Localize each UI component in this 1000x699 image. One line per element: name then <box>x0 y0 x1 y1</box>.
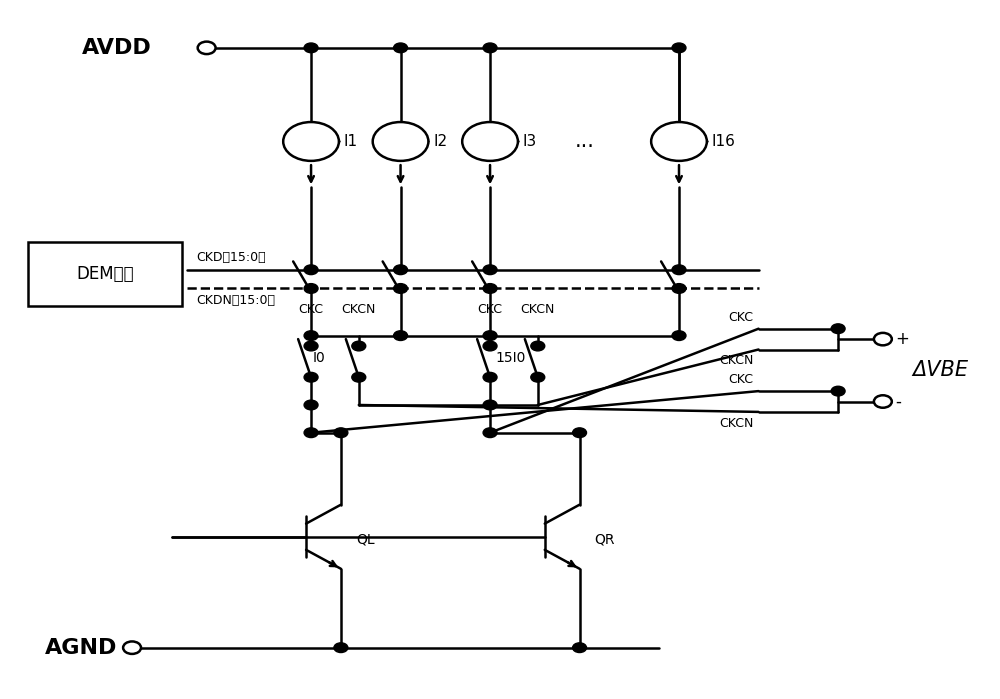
Circle shape <box>394 43 408 52</box>
Circle shape <box>352 341 366 351</box>
Circle shape <box>304 400 318 410</box>
Circle shape <box>831 387 845 396</box>
Text: CKC: CKC <box>729 311 754 324</box>
Text: AGND: AGND <box>45 637 117 658</box>
Circle shape <box>672 265 686 275</box>
Text: QL: QL <box>356 533 374 547</box>
Circle shape <box>483 428 497 438</box>
Circle shape <box>573 428 587 438</box>
Text: QR: QR <box>594 533 615 547</box>
Circle shape <box>304 265 318 275</box>
Text: I1: I1 <box>344 134 358 149</box>
Text: CKD＜15:0＞: CKD＜15:0＞ <box>197 251 266 264</box>
Circle shape <box>531 341 545 351</box>
Text: ...: ... <box>575 131 594 152</box>
Text: CKCN: CKCN <box>719 417 754 430</box>
Text: ΔVBE: ΔVBE <box>913 360 969 380</box>
Text: 15I0: 15I0 <box>495 351 525 365</box>
Circle shape <box>352 373 366 382</box>
Text: CKCN: CKCN <box>521 303 555 316</box>
Text: AVDD: AVDD <box>82 38 152 58</box>
Circle shape <box>304 43 318 52</box>
Circle shape <box>394 265 408 275</box>
Circle shape <box>304 284 318 294</box>
Circle shape <box>483 341 497 351</box>
Circle shape <box>651 122 707 161</box>
Text: +: + <box>895 330 909 348</box>
Circle shape <box>831 324 845 333</box>
Circle shape <box>874 333 892 345</box>
Text: DEM控制: DEM控制 <box>76 265 134 283</box>
Text: CKCN: CKCN <box>719 354 754 368</box>
Circle shape <box>483 284 497 294</box>
Text: CKCN: CKCN <box>342 303 376 316</box>
Circle shape <box>334 428 348 438</box>
Bar <box>28 242 182 306</box>
Text: CKC: CKC <box>299 303 324 316</box>
Circle shape <box>672 331 686 340</box>
Circle shape <box>573 643 587 653</box>
Circle shape <box>394 284 408 294</box>
Circle shape <box>304 341 318 351</box>
Text: I3: I3 <box>523 134 537 149</box>
Circle shape <box>373 122 428 161</box>
Text: I0: I0 <box>313 351 326 365</box>
Text: CKC: CKC <box>729 373 754 387</box>
Circle shape <box>483 265 497 275</box>
Text: CKDN＜15:0＞: CKDN＜15:0＞ <box>197 294 276 307</box>
Text: I2: I2 <box>433 134 447 149</box>
Text: CKC: CKC <box>478 303 503 316</box>
Circle shape <box>123 642 141 654</box>
Circle shape <box>304 373 318 382</box>
Circle shape <box>283 122 339 161</box>
Circle shape <box>394 331 408 340</box>
Text: I16: I16 <box>712 134 736 149</box>
Circle shape <box>483 373 497 382</box>
Circle shape <box>198 42 216 54</box>
Circle shape <box>334 643 348 653</box>
Circle shape <box>304 428 318 438</box>
Circle shape <box>462 122 518 161</box>
Circle shape <box>483 400 497 410</box>
Circle shape <box>531 373 545 382</box>
Text: -: - <box>895 393 901 410</box>
Circle shape <box>304 331 318 340</box>
Circle shape <box>672 43 686 52</box>
Circle shape <box>672 284 686 294</box>
Circle shape <box>874 395 892 408</box>
Circle shape <box>483 331 497 340</box>
Circle shape <box>483 43 497 52</box>
